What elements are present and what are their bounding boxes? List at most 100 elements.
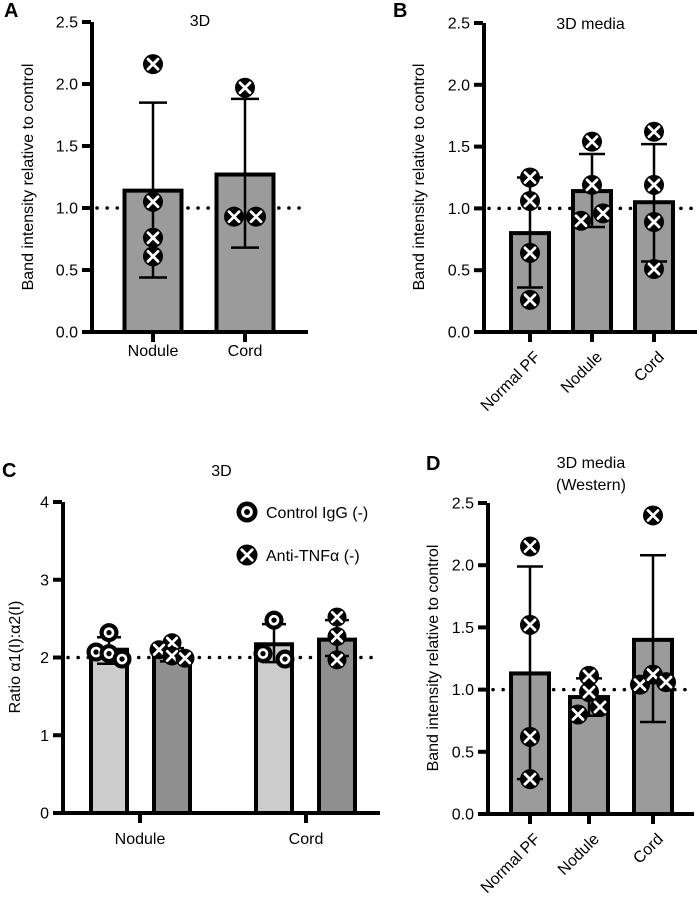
data-point-circle-x-icon: [520, 289, 540, 310]
points-and-errors: [517, 121, 667, 310]
data-point-circle-x-icon: [235, 77, 255, 98]
data-point-circle-x-icon: [520, 190, 540, 211]
panel-letter-b: B: [393, 0, 408, 22]
y-tick-label: 2.5: [452, 496, 474, 513]
data-point-circle-x-icon: [143, 191, 163, 212]
chart-title: 3D: [211, 463, 231, 480]
panel-c: 3D Ratio α1(I):α2(I) 0 1 2 3 4 Nodule Cord Contro…: [7, 463, 382, 848]
data-point-circle-x-icon: [568, 704, 588, 725]
y-tick-label: 1.5: [448, 139, 470, 156]
data-point-circle-x-icon: [520, 536, 540, 557]
panel-d: 3D media (Western) Band intensity relative…: [425, 455, 696, 897]
data-point-circle-dot-icon: [275, 649, 295, 669]
data-point-circle-x-icon: [579, 682, 599, 703]
data-point-circle-x-icon: [582, 174, 602, 195]
data-point-circle-x-icon: [143, 54, 163, 75]
data-point-circle-x-icon: [520, 614, 540, 635]
y-tick-label: 0.5: [56, 263, 78, 280]
panel-b: 3D media Band intensity relative to contr…: [411, 16, 699, 415]
bars: [509, 637, 674, 817]
y-tick-label: 2.0: [452, 558, 474, 575]
y-tick-label: 2.0: [56, 77, 78, 94]
x-category-label: Cord: [228, 343, 263, 360]
data-point-circle-x-icon: [246, 206, 266, 227]
y-axis-label: Ratio α1(I):α2(I): [7, 601, 24, 714]
data-point-circle-x-icon: [656, 672, 676, 693]
points-and-errors: [139, 54, 266, 279]
y-tick-label: 2.5: [56, 15, 78, 32]
panel-letter-a: A: [4, 0, 19, 22]
y-axis-label: Band intensity relative to control: [20, 64, 37, 291]
y-tick-label: 1.0: [56, 201, 78, 218]
bar: [152, 653, 192, 815]
data-point-circle-x-icon: [327, 627, 347, 647]
y-axis-label: Band intensity relative to control: [411, 64, 428, 291]
data-point-circle-dot-icon: [99, 623, 119, 643]
points-and-errors: [86, 607, 349, 670]
y-tick-label: 0.0: [56, 325, 78, 342]
panel-letter-d: D: [426, 453, 441, 475]
y-tick-label: 1.0: [452, 682, 474, 699]
y-tick-label: 2: [40, 650, 49, 667]
data-point-circle-x-icon: [520, 726, 540, 747]
y-tick-label: 1.5: [56, 139, 78, 156]
y-tick-label: 2.0: [448, 77, 470, 94]
panel-a: 3D Band intensity relative to control 0.0 0…: [20, 13, 310, 360]
y-tick-label: 0.0: [448, 325, 470, 342]
chart-title: (Western): [556, 477, 626, 494]
legend: Control IgG (-) Anti-TNFα (-): [236, 501, 368, 566]
data-point-circle-x-icon: [143, 227, 163, 248]
data-point-circle-x-icon: [143, 246, 163, 267]
y-tick-label: 0.5: [452, 744, 474, 761]
data-point-circle-x-icon: [520, 242, 540, 263]
data-point-circle-x-icon: [224, 206, 244, 227]
x-category-label: Normal PF: [478, 349, 544, 415]
y-tick-label: 2.5: [448, 16, 470, 33]
y-tick-label: 0.5: [448, 263, 470, 280]
chart-title: 3D media: [557, 455, 626, 472]
y-tick-label: 1: [40, 728, 49, 745]
data-point-circle-x-icon: [520, 769, 540, 790]
legend-circle-x-icon: [236, 544, 258, 566]
x-category-label: Nodule: [115, 831, 166, 848]
x-category-label: Cord: [630, 831, 667, 868]
y-tick-label: 1.5: [452, 620, 474, 637]
legend-label: Anti-TNFα (-): [266, 548, 360, 565]
x-category-label: Nodule: [558, 349, 606, 397]
y-tick-label: 0: [40, 806, 49, 823]
data-point-circle-dot-icon: [264, 610, 284, 630]
data-point-circle-x-icon: [571, 210, 591, 231]
y-tick-label: 0.0: [452, 807, 474, 824]
x-category-label: Nodule: [555, 831, 603, 879]
y-tick-label: 3: [40, 572, 49, 589]
data-point-circle-x-icon: [644, 211, 664, 232]
data-point-circle-x-icon: [593, 203, 613, 224]
legend-circle-dot-icon: [236, 501, 258, 523]
bars: [89, 637, 357, 815]
data-point-circle-dot-icon: [112, 649, 132, 669]
bar: [254, 642, 294, 815]
chart-title: 3D media: [556, 16, 625, 33]
points-and-errors: [517, 505, 676, 790]
data-point-circle-x-icon: [644, 258, 664, 279]
bar: [89, 647, 129, 815]
data-point-circle-x-icon: [175, 648, 195, 668]
data-point-circle-dot-icon: [253, 644, 273, 664]
y-tick-label: 1.0: [448, 201, 470, 218]
data-point-circle-x-icon: [644, 121, 664, 142]
y-tick-label: 4: [40, 495, 49, 512]
x-category-label: Cord: [289, 831, 324, 848]
legend-label: Control IgG (-): [266, 505, 368, 522]
x-category-label: Normal PF: [478, 831, 544, 897]
x-category-label: Nodule: [128, 343, 179, 360]
data-point-circle-x-icon: [327, 607, 347, 627]
data-point-circle-x-icon: [520, 167, 540, 188]
data-point-circle-x-icon: [327, 650, 347, 670]
data-point-circle-x-icon: [643, 505, 663, 526]
chart-title: 3D: [190, 13, 210, 30]
x-category-label: Cord: [631, 349, 668, 386]
y-axis-label: Band intensity relative to control: [425, 545, 442, 772]
data-point-circle-x-icon: [579, 665, 599, 686]
